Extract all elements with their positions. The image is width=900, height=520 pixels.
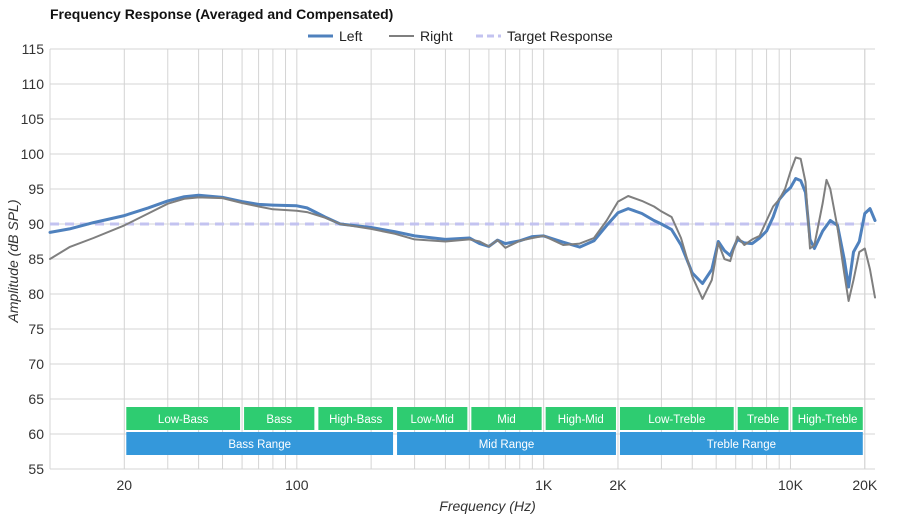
- y-tick-label: 55: [28, 461, 44, 477]
- x-tick-label: 1K: [535, 477, 553, 493]
- band-bar: [737, 407, 789, 430]
- band-label: Treble Range: [707, 439, 776, 451]
- band-bar: [397, 407, 468, 430]
- x-tick-label: 100: [285, 477, 309, 493]
- band-label: Low-Mid: [410, 414, 453, 426]
- band-bar: [471, 407, 542, 430]
- band-bar: [397, 432, 616, 455]
- band-bar: [792, 407, 863, 430]
- band-bar: [545, 407, 616, 430]
- y-tick-label: 80: [28, 286, 44, 302]
- band-label: Bass Range: [228, 439, 291, 451]
- band-label: Treble: [747, 414, 779, 426]
- band-bar: [619, 407, 734, 430]
- y-tick-label: 70: [28, 356, 44, 372]
- band-bar: [619, 432, 863, 455]
- y-tick-label: 60: [28, 426, 44, 442]
- band-bar: [318, 407, 394, 430]
- band-label: Bass: [266, 414, 292, 426]
- band-label: Mid: [497, 414, 516, 426]
- x-tick-label: 2K: [609, 477, 627, 493]
- legend-label-right: Right: [420, 28, 453, 44]
- y-tick-label: 100: [21, 146, 45, 162]
- band-bar: [244, 407, 315, 430]
- band-label: Low-Treble: [648, 414, 705, 426]
- band-label: High-Bass: [329, 414, 382, 426]
- y-tick-label: 105: [21, 111, 45, 127]
- legend-label-target-response: Target Response: [507, 28, 613, 44]
- band-label: High-Treble: [798, 414, 858, 426]
- band-label: Mid Range: [479, 439, 535, 451]
- x-tick-label: 20K: [852, 477, 878, 493]
- x-axis-title: Frequency (Hz): [439, 498, 535, 514]
- x-tick-label: 10K: [778, 477, 804, 493]
- band-label: Low-Bass: [158, 414, 209, 426]
- chart-title: Frequency Response (Averaged and Compens…: [50, 6, 394, 22]
- band-label: High-Mid: [558, 414, 604, 426]
- x-tick-label: 20: [117, 477, 133, 493]
- y-tick-label: 110: [22, 76, 45, 92]
- series-line-left: [48, 177, 877, 289]
- legend-label-left: Left: [339, 28, 362, 44]
- y-tick-label: 85: [28, 251, 44, 267]
- band-bar: [126, 407, 241, 430]
- band-bar: [126, 432, 394, 455]
- y-tick-label: 95: [28, 181, 44, 197]
- y-tick-label: 115: [22, 41, 45, 57]
- y-tick-label: 90: [28, 216, 44, 232]
- series-line-right: [49, 156, 876, 302]
- y-tick-label: 65: [28, 391, 44, 407]
- y-axis-title: Amplitude (dB SPL): [5, 200, 21, 324]
- y-tick-label: 75: [28, 321, 44, 337]
